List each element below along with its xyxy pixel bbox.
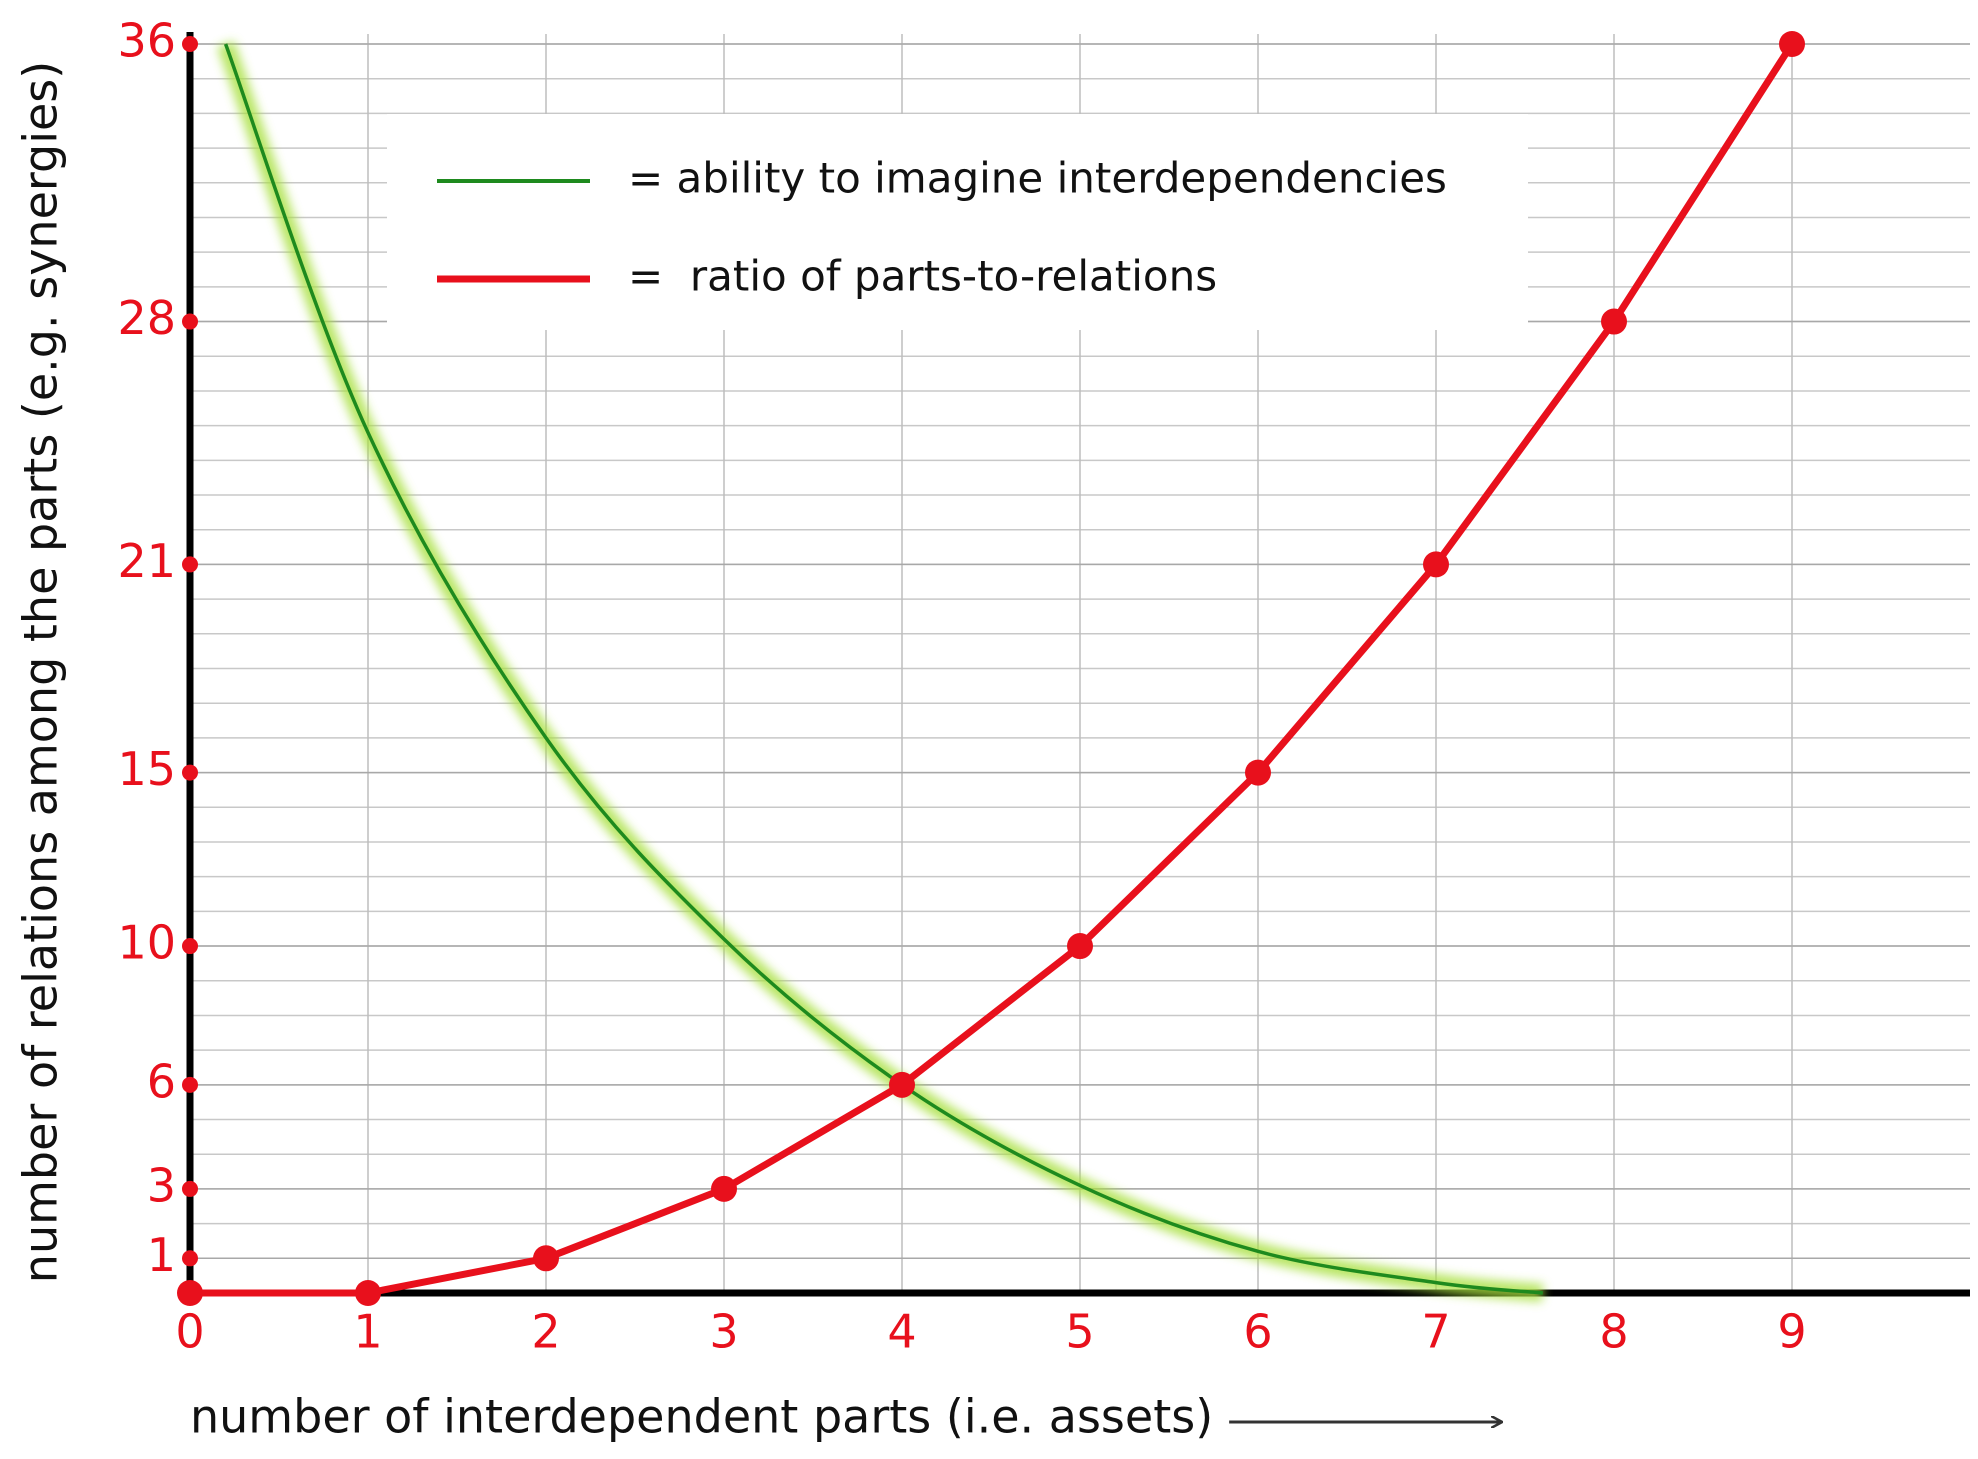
y-tick-dot bbox=[182, 1076, 198, 1093]
labels: number of interdependent parts (i.e. ass… bbox=[14, 61, 1502, 1444]
point bbox=[1601, 308, 1627, 335]
y-tick-label: 3 bbox=[147, 1158, 176, 1212]
legend-label: = ability to imagine interdependencies bbox=[628, 154, 1447, 203]
point bbox=[711, 1175, 737, 1202]
series-line bbox=[190, 42, 1795, 1297]
y-tick-label: 36 bbox=[117, 14, 176, 68]
legend: = ability to imagine interdependencies = … bbox=[387, 114, 1528, 330]
y-tick-dot bbox=[182, 1180, 198, 1197]
point bbox=[177, 1280, 203, 1306]
y-tick-dot bbox=[182, 36, 198, 52]
x-tick-label: 2 bbox=[531, 1305, 560, 1359]
y-tick-dot bbox=[182, 313, 198, 330]
x-tick-label: 3 bbox=[709, 1305, 738, 1359]
y-tick-label: 1 bbox=[147, 1228, 176, 1282]
y-tick-label: 21 bbox=[117, 534, 176, 588]
point bbox=[533, 1245, 559, 1272]
point bbox=[1779, 31, 1805, 57]
y-tick-dot bbox=[182, 556, 198, 573]
y-tick-label: 15 bbox=[117, 742, 176, 796]
x-tick-label: 0 bbox=[175, 1305, 204, 1359]
legend-label: = ratio of parts-to-relations bbox=[628, 252, 1217, 301]
data bbox=[177, 31, 1805, 1306]
x-tick-label: 4 bbox=[887, 1305, 916, 1359]
x-tick-label: 1 bbox=[353, 1305, 382, 1359]
point bbox=[1245, 759, 1271, 786]
point bbox=[889, 1071, 915, 1098]
y-tick-dot bbox=[182, 1250, 198, 1267]
point bbox=[1067, 933, 1093, 960]
y-tick-label: 10 bbox=[117, 916, 176, 970]
y-tick-dot bbox=[182, 764, 198, 781]
point bbox=[1423, 551, 1449, 578]
y-axis-title: number of relations among the parts (e.g… bbox=[14, 61, 68, 1283]
y-tick-dot bbox=[182, 938, 198, 955]
y-tick-label: 28 bbox=[117, 291, 176, 345]
x-tick-label: 9 bbox=[1777, 1305, 1806, 1359]
x-tick-label: 5 bbox=[1065, 1305, 1094, 1359]
point bbox=[355, 1280, 381, 1306]
x-axis-title: number of interdependent parts (i.e. ass… bbox=[190, 1390, 1213, 1444]
x-tick-label: 8 bbox=[1599, 1305, 1628, 1359]
x-tick-label: 7 bbox=[1421, 1305, 1450, 1359]
series-line bbox=[223, 43, 1543, 1295]
x-tick-label: 6 bbox=[1243, 1305, 1272, 1359]
legend-box bbox=[387, 114, 1528, 330]
y-tick-label: 6 bbox=[147, 1054, 176, 1108]
